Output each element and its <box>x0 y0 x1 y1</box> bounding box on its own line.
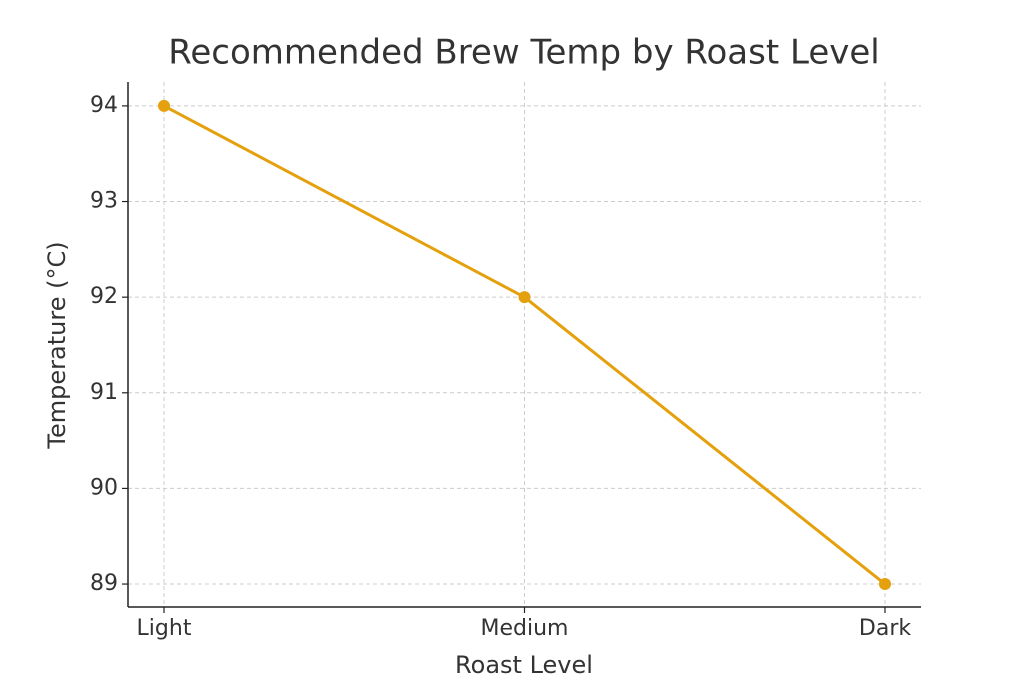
y-tick-label: 89 <box>90 571 118 596</box>
chart-title: Recommended Brew Temp by Roast Level <box>168 33 879 73</box>
point <box>158 99 170 112</box>
point <box>518 291 531 304</box>
point <box>879 578 891 591</box>
x-axis-label: Roast Level <box>455 651 593 679</box>
y-tick-label: 90 <box>90 475 118 500</box>
y-tick-label: 91 <box>90 380 118 405</box>
x-tick-label: Light <box>137 616 192 641</box>
y-tick-label: 93 <box>90 189 118 214</box>
x-tick-label: Dark <box>859 616 911 641</box>
y-axis-label: Temperature (°C) <box>43 241 71 449</box>
x-tick-label: Medium <box>481 616 569 641</box>
grid <box>128 82 921 607</box>
y-tick-label: 94 <box>90 93 118 118</box>
y-tick-label: 92 <box>90 284 118 309</box>
